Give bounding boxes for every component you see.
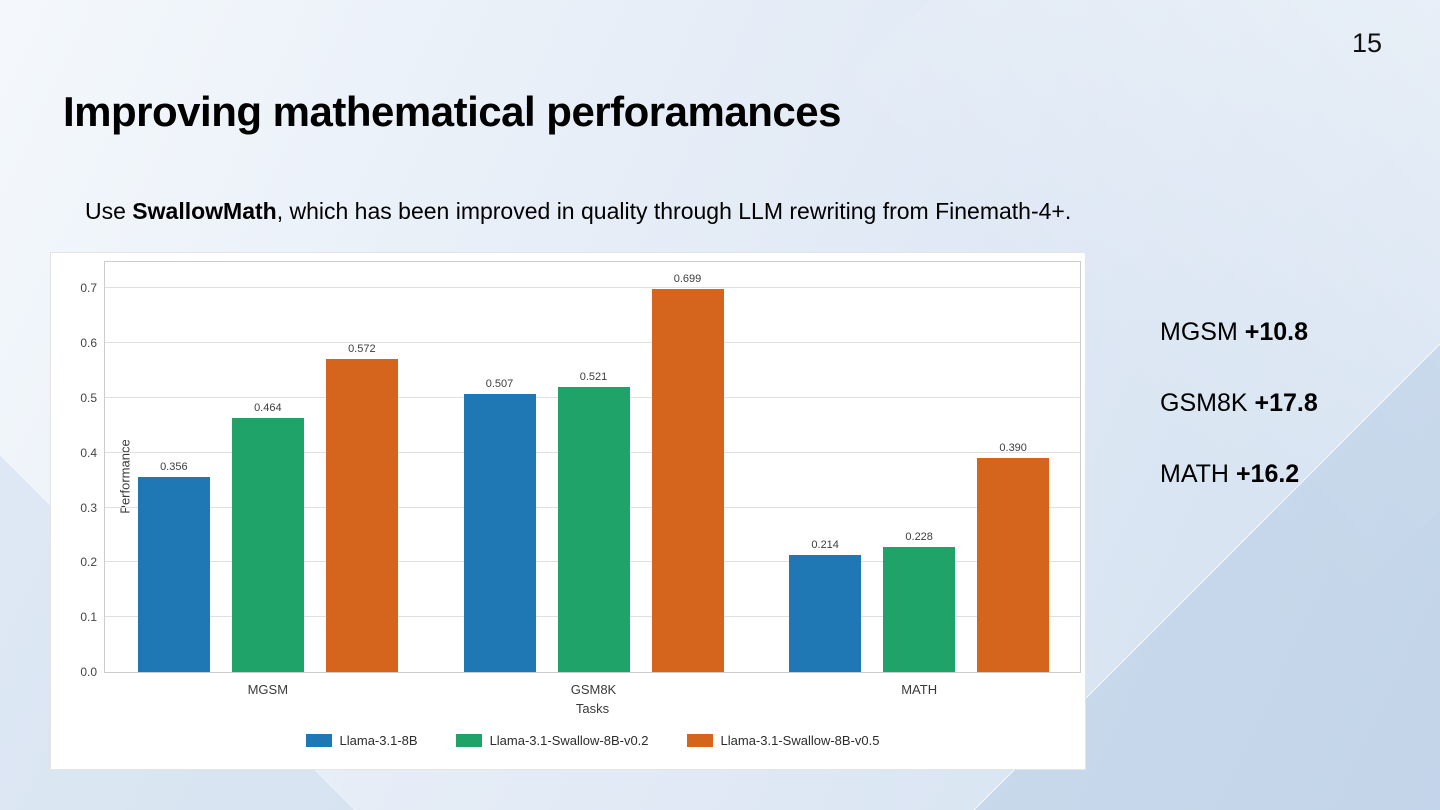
y-tick-label: 0.7: [80, 281, 97, 296]
improvement-line: GSM8K +17.8: [1160, 389, 1318, 418]
bar-GSM8K-Llama-3.1-Swallow-8B-v0.2: [557, 386, 630, 672]
bar-value-label: 0.572: [348, 342, 376, 355]
bar-value-label: 0.507: [485, 378, 514, 391]
legend-swatch: [686, 734, 713, 747]
bar-value-label: 0.521: [579, 370, 608, 383]
improvement-line: MATH +16.2: [1160, 460, 1318, 489]
subtitle-prefix: Use: [85, 198, 133, 224]
bar-value-label: 0.464: [254, 401, 282, 414]
bar-GSM8K-Llama-3.1-Swallow-8B-v0.5: [651, 288, 724, 672]
bar-MATH-Llama-3.1-Swallow-8B-v0.5: [977, 458, 1050, 672]
bar-value-label: 0.228: [905, 531, 933, 544]
improvement-value: +10.8: [1244, 318, 1308, 346]
plot-area: Performance 0.0 0.1 0.2 0.3 0.4 0.5 0.6 0.7 0.35…: [80, 261, 1081, 697]
bar-MGSM-Llama-3.1-8B: [137, 476, 210, 672]
x-axis-label: Tasks: [575, 701, 610, 716]
chart-legend: Llama-3.1-8B Llama-3.1-Swallow-8B-v0.2 Lla…: [104, 733, 1081, 748]
bar-MGSM-Llama-3.1-Swallow-8B-v0.5: [325, 358, 398, 672]
legend-swatch: [305, 734, 332, 747]
legend-label: Llama-3.1-8B: [339, 733, 418, 748]
y-axis-label: Performance: [117, 439, 133, 514]
legend-swatch: [455, 734, 482, 747]
bar-MGSM-Llama-3.1-Swallow-8B-v0.2: [231, 417, 304, 672]
legend-item: Llama-3.1-Swallow-8B-v0.5: [686, 733, 880, 748]
subtitle-suffix: , which has been improved in quality thr…: [276, 198, 1072, 224]
improvement-value: +16.2: [1235, 460, 1300, 488]
legend-label: Llama-3.1-Swallow-8B-v0.5: [720, 733, 880, 748]
y-tick-label: 0.3: [80, 500, 97, 515]
y-tick-label: 0.5: [80, 391, 97, 405]
improvement-label: GSM8K: [1160, 389, 1248, 417]
y-tick-label: 0.1: [80, 610, 97, 625]
legend-item: Llama-3.1-8B: [305, 733, 418, 748]
subtitle: Use SwallowMath, which has been improved…: [85, 198, 1071, 225]
improvement-value: +17.8: [1254, 389, 1318, 417]
legend-item: Llama-3.1-Swallow-8B-v0.2: [455, 733, 649, 748]
subtitle-bold: SwallowMath: [132, 198, 277, 224]
page-number: 15: [1351, 28, 1382, 58]
legend-label: Llama-3.1-Swallow-8B-v0.2: [489, 733, 649, 748]
bar-value-label: 0.356: [160, 460, 188, 473]
improvement-label: MGSM: [1160, 318, 1238, 346]
x-tick-label: MATH: [901, 682, 938, 697]
x-tick-label: GSM8K: [570, 682, 617, 697]
gridline: [105, 342, 1080, 344]
gridline: [105, 287, 1080, 289]
y-tick-label: 0.6: [80, 336, 97, 351]
bar-MATH-Llama-3.1-Swallow-8B-v0.2: [883, 547, 956, 672]
y-tick-label: 0.4: [80, 445, 97, 460]
score-improvements: MGSM +10.8 GSM8K +17.8 MATH +16.2: [1160, 318, 1318, 489]
page-title: Improving mathematical perforamances: [63, 88, 841, 135]
x-tick-label: MGSM: [247, 682, 289, 697]
y-tick-label: 0.2: [80, 555, 97, 570]
bar-MATH-Llama-3.1-8B: [789, 554, 862, 672]
bar-value-label: 0.699: [673, 272, 702, 285]
bar-GSM8K-Llama-3.1-8B: [463, 394, 536, 672]
improvement-line: MGSM +10.8: [1160, 318, 1318, 347]
bar-value-label: 0.390: [999, 442, 1027, 455]
y-tick-label: 0.0: [80, 665, 97, 679]
improvement-label: MATH: [1160, 460, 1229, 488]
bar-value-label: 0.214: [811, 538, 839, 551]
chart-panel: Performance 0.0 0.1 0.2 0.3 0.4 0.5 0.6 0.7 0.35…: [50, 252, 1086, 770]
